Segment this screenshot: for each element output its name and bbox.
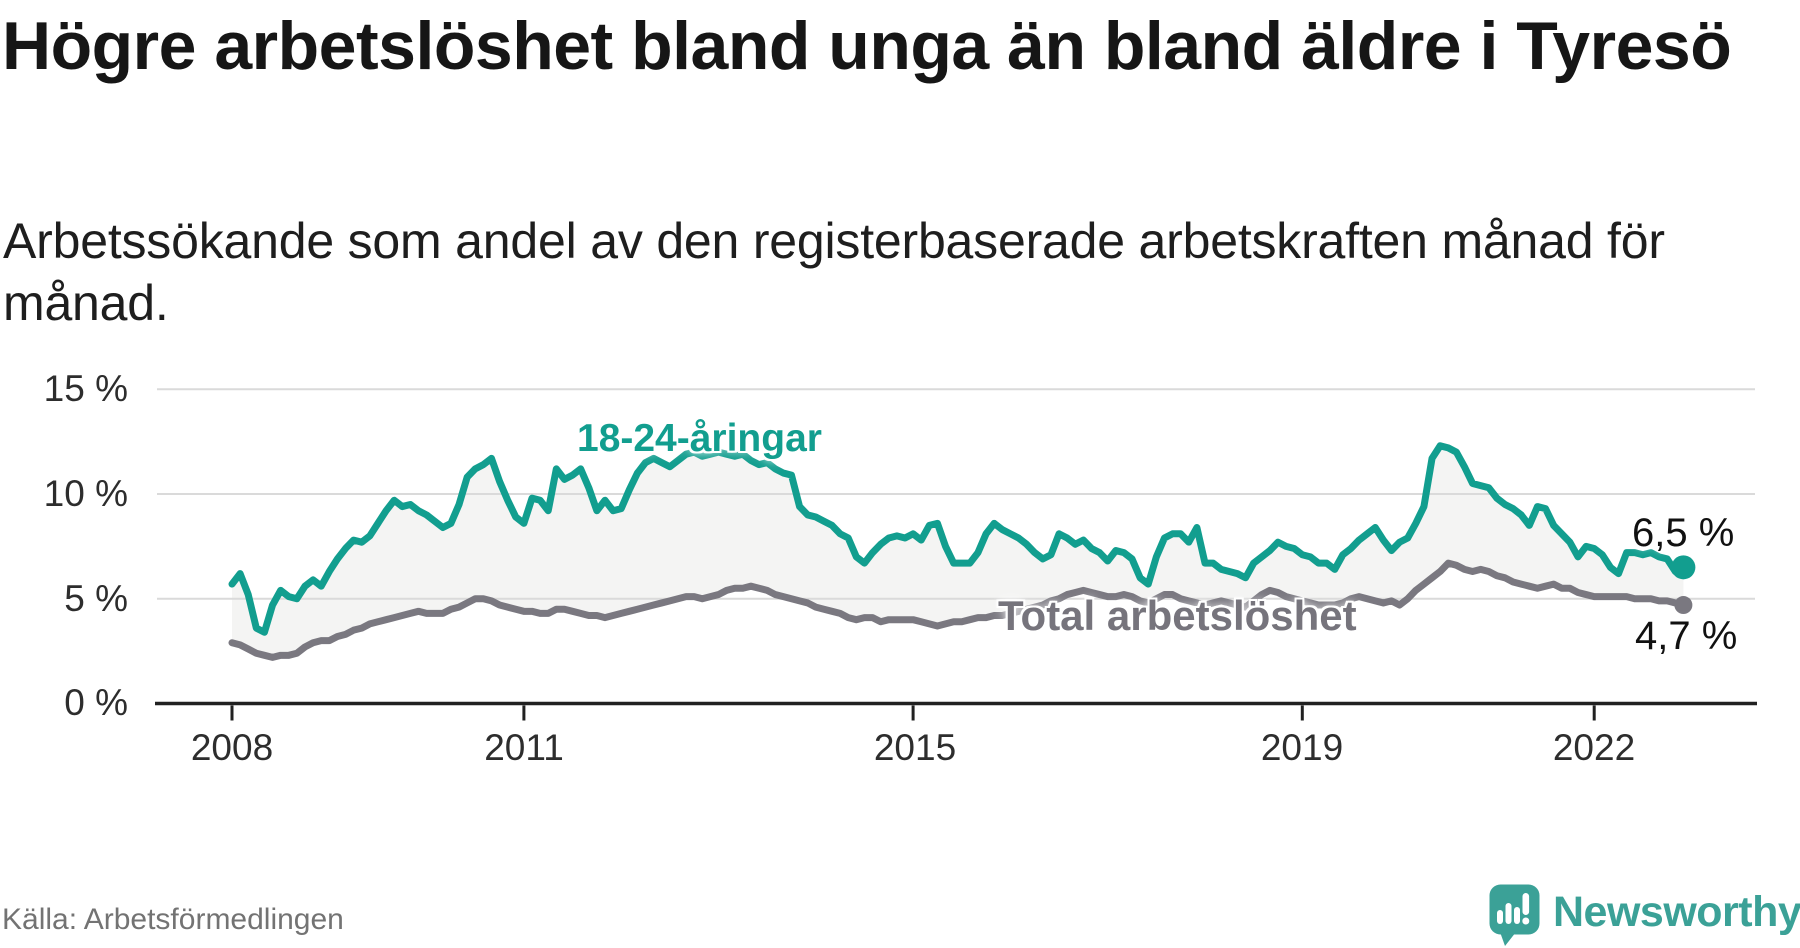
end-value-label-young: 6,5 %	[1632, 511, 1735, 555]
area-between-series	[232, 445, 1684, 658]
series-label-young: 18-24-åringar	[577, 417, 822, 460]
end-dot-total	[1674, 596, 1693, 615]
end-value-label-total: 4,7 %	[1635, 614, 1738, 658]
x-tick-label-2011: 2011	[484, 727, 564, 768]
x-tick-label-2015: 2015	[873, 727, 957, 768]
y-tick-label-15: 15 %	[43, 368, 128, 409]
y-tick-label-0: 0 %	[64, 682, 128, 723]
y-tick-label-10: 10 %	[43, 473, 128, 514]
page-title: Högre arbetslöshet bland unga än bland ä…	[2, 8, 1732, 84]
newsworthy-logo-icon	[1489, 884, 1540, 946]
x-tick-label-2019: 2019	[1260, 727, 1344, 768]
line-total-unemployment	[228, 559, 1687, 661]
y-tick-label-5: 5 %	[64, 578, 128, 619]
x-tick-label-2008: 2008	[190, 727, 274, 768]
series-label-total: Total arbetslöshet	[998, 592, 1357, 639]
newsworthy-logo-text: Newsworthy	[1553, 888, 1800, 936]
line-young-18-24	[228, 442, 1687, 636]
page-subtitle: Arbetssökande som andel av den registerb…	[3, 213, 1665, 331]
end-dot-young	[1671, 555, 1696, 580]
source-note: Källa: Arbetsförmedlingen	[2, 903, 344, 936]
x-tick-label-2022: 2022	[1552, 727, 1636, 768]
